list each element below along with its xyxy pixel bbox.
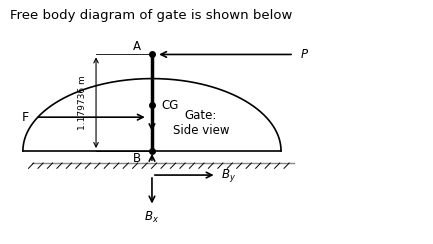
Text: CG: CG — [162, 99, 179, 112]
Text: $B_y$: $B_y$ — [221, 167, 236, 183]
Text: 1.179736 m: 1.179736 m — [78, 75, 87, 130]
Text: Free body diagram of gate is shown below: Free body diagram of gate is shown below — [10, 9, 292, 22]
Text: B: B — [133, 152, 141, 165]
Text: $B_x$: $B_x$ — [145, 210, 159, 225]
Text: $P$: $P$ — [301, 48, 310, 61]
Text: Gate:
Side view: Gate: Side view — [173, 110, 229, 137]
Text: A: A — [133, 40, 141, 53]
Text: F: F — [22, 111, 29, 124]
